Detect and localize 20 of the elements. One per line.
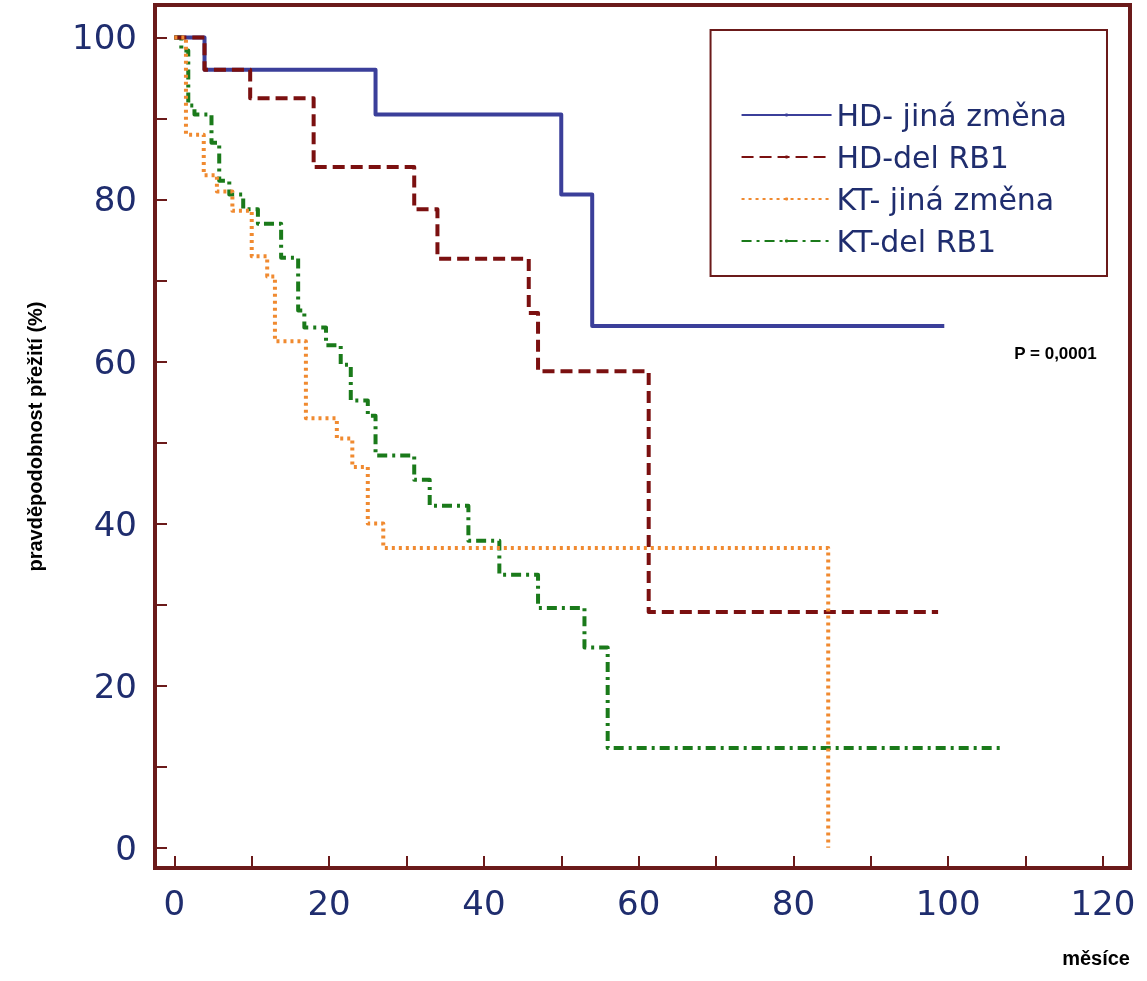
x-tick-label: 0 (163, 883, 186, 923)
y-tick-label: 100 (72, 17, 137, 58)
y-tick-label: 20 (93, 665, 137, 706)
x-tick-label: 100 (915, 883, 981, 923)
legend-label: KT-del RB1 (836, 223, 997, 259)
x-tick-label: 80 (771, 883, 816, 923)
x-axis-title: měsíce (1062, 947, 1130, 969)
x-tick-label: 40 (462, 883, 506, 923)
y-axis-title: pravděpodobnost přežití (%) (24, 301, 46, 572)
x-tick-label: 20 (307, 883, 351, 923)
x-tick-label: 60 (617, 883, 661, 923)
x-tick-label: 120 (1070, 883, 1136, 923)
y-tick-label: 0 (115, 827, 137, 868)
y-tick-label: 80 (93, 179, 137, 220)
legend-label: HD-del RB1 (836, 139, 1009, 175)
legend-label: HD- jiná změna (836, 97, 1067, 133)
y-tick-label: 60 (93, 341, 137, 382)
y-tick-label: 40 (93, 503, 137, 544)
annotation: P = 0,0001 (1014, 344, 1097, 363)
legend-label: KT- jiná změna (836, 181, 1055, 217)
